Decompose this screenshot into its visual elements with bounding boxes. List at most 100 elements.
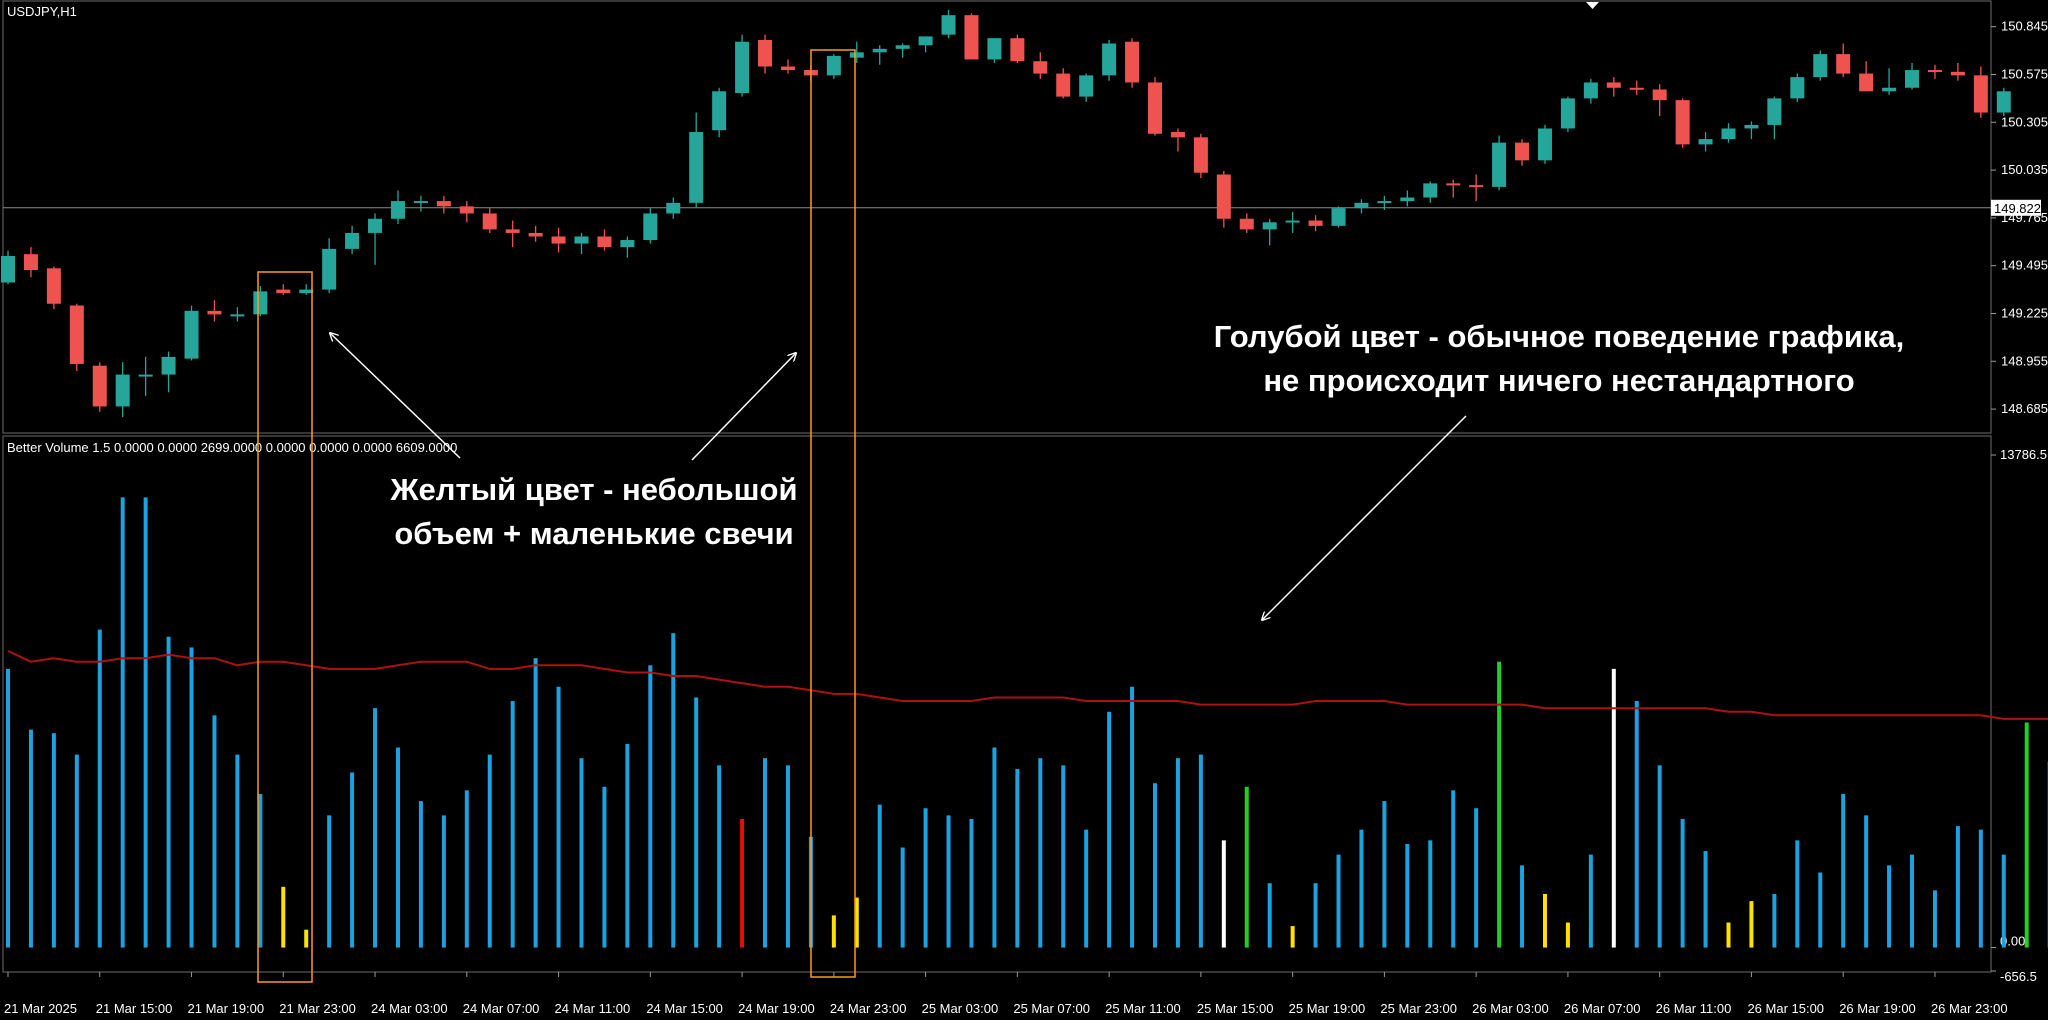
volume-bar	[1749, 901, 1754, 948]
price-tick-label: 150.575	[2001, 66, 2048, 81]
candle-body	[1813, 54, 1828, 78]
candle-body	[368, 218, 383, 233]
volume-bar	[395, 747, 400, 948]
candle-body	[528, 232, 543, 237]
volume-bar	[1244, 786, 1249, 948]
candle	[1515, 139, 1530, 166]
candle-body	[161, 356, 176, 375]
candle	[1193, 133, 1208, 179]
volume-bar	[694, 697, 699, 948]
candle	[528, 225, 543, 242]
candle-body	[826, 55, 841, 76]
volume-bar	[1198, 754, 1203, 948]
candle	[1882, 68, 1897, 95]
volume-bar	[1565, 922, 1570, 948]
candle	[826, 54, 841, 79]
candle-body	[666, 202, 681, 214]
candle-body	[299, 289, 314, 294]
volume-bar	[1588, 854, 1593, 948]
candle-body	[574, 236, 589, 244]
volume-bar	[1887, 865, 1892, 948]
volume-bar	[717, 765, 722, 948]
candle-body	[1606, 82, 1621, 88]
volume-bar	[28, 729, 33, 948]
candle-body	[1400, 197, 1415, 202]
time-tick-label: 24 Mar 15:00	[646, 1001, 723, 1016]
candle	[1216, 170, 1231, 228]
candle	[1606, 77, 1621, 97]
volume-bar	[1932, 890, 1937, 948]
volume-bar	[1955, 826, 1960, 948]
annotation-arrow-left	[330, 333, 461, 459]
candle-body	[230, 314, 245, 317]
volume-bar	[671, 633, 676, 948]
candle	[1836, 43, 1851, 78]
volume-bar	[304, 929, 309, 948]
candle	[1652, 84, 1667, 117]
candle	[597, 229, 612, 251]
volume-bar	[510, 701, 515, 948]
volume-tick-label: 13786.5	[2000, 447, 2047, 462]
time-tick-label: 25 Mar 15:00	[1197, 1001, 1274, 1016]
candle	[1010, 34, 1025, 63]
candle-body	[1262, 222, 1277, 230]
candle-body	[436, 201, 451, 207]
candle-body	[1996, 91, 2011, 113]
candle	[689, 112, 704, 209]
volume-bar	[1451, 790, 1456, 948]
candles	[1, 9, 2011, 418]
candle	[69, 303, 84, 372]
volume-bar	[212, 715, 217, 948]
candle-body	[1629, 87, 1644, 90]
candle-body	[138, 374, 153, 377]
candle-body	[1216, 174, 1231, 219]
candle-body	[872, 48, 887, 53]
volume-bar	[327, 815, 332, 948]
candle	[1423, 181, 1438, 203]
volume-bar	[992, 747, 997, 948]
volume-bar	[1657, 765, 1662, 948]
candle	[482, 208, 497, 233]
candle	[1629, 80, 1644, 95]
candle-body	[1308, 220, 1323, 226]
candle	[1354, 199, 1369, 214]
candle-body	[1905, 70, 1920, 88]
volume-bar	[579, 758, 584, 948]
time-tick-label: 25 Mar 19:00	[1289, 1001, 1366, 1016]
volume-bar	[1841, 793, 1846, 948]
time-tick-label: 21 Mar 2025	[4, 1001, 77, 1016]
candle-body	[689, 132, 704, 203]
candle	[161, 351, 176, 393]
chart-shift-marker[interactable]	[1586, 2, 1599, 9]
current-price-label: 149.822	[1991, 199, 2041, 216]
candle-body	[1790, 77, 1805, 99]
candle-body	[551, 236, 566, 244]
price-tick-label: 148.955	[2001, 353, 2048, 368]
candle	[1537, 124, 1552, 164]
candle	[1790, 73, 1805, 102]
candle	[1813, 50, 1828, 81]
time-axis: 21 Mar 2025 21 Mar 15:00 21 Mar 19:00 21 Ma…	[4, 972, 2008, 1016]
volume-bar	[1153, 783, 1157, 948]
candle	[230, 307, 245, 322]
candle-body	[1560, 98, 1575, 129]
candle-body	[482, 213, 497, 230]
candle-body	[941, 15, 956, 35]
volume-axis: 13786.5 0.00 -656.5	[1991, 447, 2047, 984]
candle	[322, 238, 337, 294]
candle	[1973, 66, 1988, 118]
candle-body	[597, 236, 612, 248]
volume-bar	[740, 818, 745, 948]
time-tick-label: 26 Mar 23:00	[1931, 1001, 2008, 1016]
time-tick-label: 24 Mar 23:00	[830, 1001, 907, 1016]
volume-bar	[1634, 701, 1639, 948]
volume-bar	[1703, 851, 1708, 948]
volume-bar	[1084, 829, 1089, 948]
candle	[1492, 135, 1507, 191]
candle-body	[1721, 128, 1736, 140]
volume-bar	[1978, 829, 1983, 948]
candle-body	[1239, 218, 1254, 230]
candle-body	[1354, 202, 1369, 209]
price-tick-label: 149.225	[2001, 305, 2048, 320]
candle	[1675, 98, 1690, 148]
